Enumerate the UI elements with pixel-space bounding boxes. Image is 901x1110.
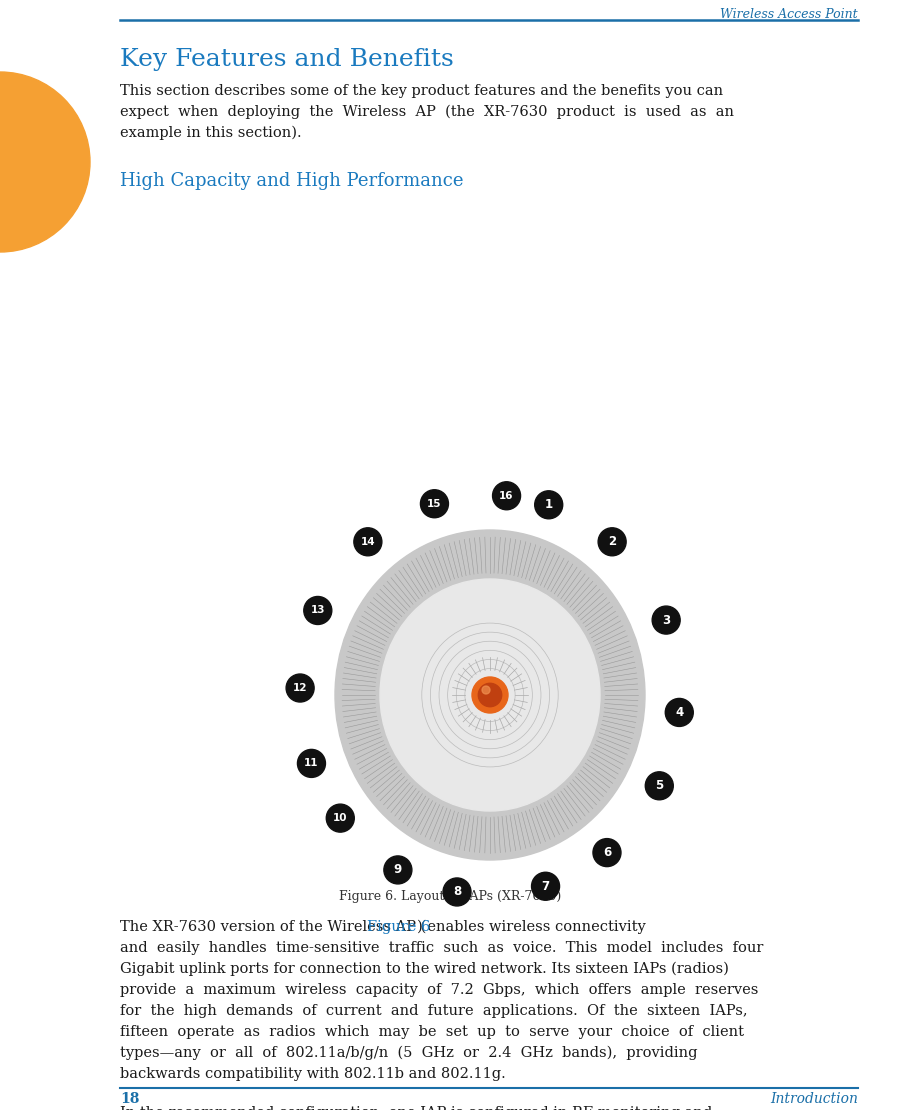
Text: This section describes some of the key product features and the benefits you can: This section describes some of the key p…: [120, 84, 724, 98]
Text: The XR-7630 version of the Wireless AP (: The XR-7630 version of the Wireless AP (: [120, 920, 426, 934]
Circle shape: [534, 491, 563, 518]
Text: 2: 2: [608, 535, 616, 548]
Circle shape: [598, 527, 626, 556]
Text: types—any  or  all  of  802.11a/b/g/n  (5  GHz  or  2.4  GHz  bands),  providing: types—any or all of 802.11a/b/g/n (5 GHz…: [120, 1046, 697, 1060]
Circle shape: [593, 838, 621, 867]
Circle shape: [652, 606, 680, 634]
Circle shape: [354, 527, 382, 556]
Circle shape: [304, 596, 332, 625]
Text: and  easily  handles  time-sensitive  traffic  such  as  voice.  This  model  in: and easily handles time-sensitive traffi…: [120, 941, 763, 955]
Circle shape: [472, 677, 508, 713]
Text: backwards compatibility with 802.11b and 802.11g.: backwards compatibility with 802.11b and…: [120, 1067, 505, 1081]
Text: fifteen  operate  as  radios  which  may  be  set  up  to  serve  your  choice  : fifteen operate as radios which may be s…: [120, 1025, 744, 1039]
Text: 4: 4: [675, 706, 683, 719]
Circle shape: [645, 771, 673, 800]
Text: Wireless Access Point: Wireless Access Point: [721, 8, 858, 21]
Circle shape: [478, 684, 502, 707]
Circle shape: [532, 872, 560, 900]
Circle shape: [482, 686, 490, 694]
Text: Figure 6. Layout of IAPs (XR-7630): Figure 6. Layout of IAPs (XR-7630): [340, 890, 561, 904]
Text: 5: 5: [655, 779, 663, 793]
Text: High Capacity and High Performance: High Capacity and High Performance: [120, 172, 463, 190]
Ellipse shape: [380, 579, 600, 811]
Circle shape: [297, 749, 325, 777]
Text: 7: 7: [542, 880, 550, 892]
Text: ) enables wireless connectivity: ) enables wireless connectivity: [416, 920, 645, 935]
Circle shape: [384, 856, 412, 884]
Text: 13: 13: [311, 605, 325, 615]
Text: 1: 1: [544, 498, 553, 512]
Text: 3: 3: [662, 614, 670, 626]
Text: 9: 9: [394, 864, 402, 877]
Text: Gigabit uplink ports for connection to the wired network. Its sixteen IAPs (radi: Gigabit uplink ports for connection to t…: [120, 962, 729, 977]
Circle shape: [421, 490, 449, 517]
Circle shape: [0, 72, 90, 252]
Text: 11: 11: [305, 758, 319, 768]
Circle shape: [326, 804, 354, 832]
Text: In the recommended configuration, one IAP is configured in RF monitoring and: In the recommended configuration, one IA…: [120, 1106, 713, 1110]
Circle shape: [287, 674, 314, 702]
Text: provide  a  maximum  wireless  capacity  of  7.2  Gbps,  which  offers  ample  r: provide a maximum wireless capacity of 7…: [120, 983, 759, 997]
Text: 14: 14: [360, 537, 375, 547]
Text: 6: 6: [603, 846, 611, 859]
Text: 8: 8: [453, 886, 461, 898]
Text: 16: 16: [499, 491, 514, 501]
Ellipse shape: [335, 529, 645, 860]
Text: Key Features and Benefits: Key Features and Benefits: [120, 48, 454, 71]
Text: Figure 6: Figure 6: [368, 920, 431, 934]
Text: example in this section).: example in this section).: [120, 127, 302, 140]
Text: Introduction: Introduction: [770, 1092, 858, 1106]
Text: 15: 15: [427, 498, 441, 508]
Text: 10: 10: [333, 814, 348, 824]
Circle shape: [443, 878, 471, 906]
Circle shape: [665, 698, 693, 726]
Circle shape: [493, 482, 521, 509]
Text: 12: 12: [293, 683, 307, 693]
Text: expect  when  deploying  the  Wireless  AP  (the  XR-7630  product  is  used  as: expect when deploying the Wireless AP (t…: [120, 105, 734, 120]
Text: for  the  high  demands  of  current  and  future  applications.  Of  the  sixte: for the high demands of current and futu…: [120, 1005, 748, 1018]
Text: 18: 18: [120, 1092, 140, 1106]
